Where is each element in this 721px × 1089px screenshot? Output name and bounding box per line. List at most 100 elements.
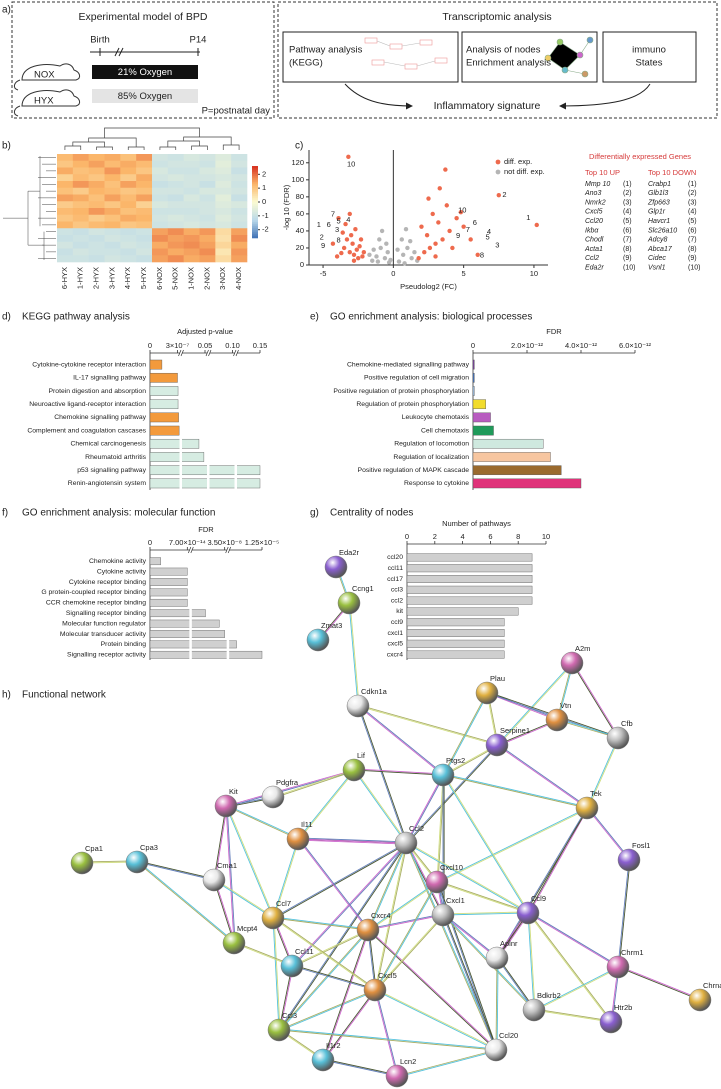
- network-edge: [225, 769, 355, 807]
- network-edge: [486, 692, 558, 721]
- bar: [149, 619, 220, 628]
- bar: [472, 386, 475, 396]
- colorbar-step: [252, 182, 258, 185]
- heat-cell: [183, 201, 200, 209]
- heat-cell: [231, 201, 248, 209]
- network-thumbnail: [544, 36, 594, 78]
- network-edge: [586, 737, 619, 809]
- gene-rank: (6): [688, 227, 697, 234]
- point: [358, 237, 364, 242]
- heat-cell: [104, 228, 121, 236]
- colorbar-step: [252, 198, 258, 201]
- network-edge: [406, 841, 529, 913]
- heat-cell: [57, 255, 74, 263]
- network-edge: [357, 705, 444, 776]
- heat-cell: [183, 214, 200, 222]
- heat-cell: [183, 160, 200, 168]
- colorbar-step: [252, 210, 258, 213]
- gene-name: Ccl2: [585, 255, 599, 262]
- network-node: [286, 827, 310, 851]
- node-label: Chrm1: [621, 948, 644, 957]
- gene-rank: (8): [623, 246, 632, 253]
- colorbar-step: [252, 166, 258, 169]
- category-label: Response to cytokine: [404, 480, 469, 487]
- network-edge: [496, 807, 588, 959]
- network-edge: [496, 662, 573, 746]
- colorbar-step: [252, 220, 258, 223]
- y-tick-label: 60: [296, 209, 304, 218]
- heat-cell: [136, 248, 153, 256]
- node-label: Cxcl1: [446, 896, 465, 905]
- x-tick-label: 0: [391, 269, 395, 278]
- colorbar-step: [252, 206, 258, 209]
- gene-name: Ccl20: [585, 218, 603, 225]
- node-label: Lcn2: [400, 1057, 416, 1066]
- axis-break: [234, 349, 237, 490]
- network-edge: [323, 930, 370, 1061]
- point: [408, 238, 413, 244]
- heat-cell: [152, 160, 169, 168]
- bar: [149, 386, 179, 396]
- category-label: ccl9: [391, 619, 403, 626]
- box-text: (KEGG): [289, 58, 323, 69]
- network-edge: [375, 882, 439, 991]
- bar: [472, 438, 544, 449]
- heat-cell: [120, 214, 137, 222]
- network-edge: [136, 861, 215, 881]
- colorbar-step: [252, 178, 258, 181]
- network-node: [516, 901, 540, 925]
- heat-cell: [231, 181, 248, 189]
- axis-title: FDR: [198, 525, 214, 534]
- heat-cell: [231, 154, 248, 162]
- column-label: 5-NOX: [171, 267, 180, 290]
- category-label: Chemical carcinogenesis: [70, 441, 146, 448]
- network-edge: [273, 770, 355, 799]
- network-edge: [528, 911, 619, 967]
- heat-cell: [152, 208, 169, 216]
- heat-cell: [104, 201, 121, 209]
- bar: [149, 557, 161, 566]
- heat-cell: [167, 241, 184, 249]
- heat-cell: [136, 167, 153, 175]
- axis-break-mark: [208, 349, 212, 357]
- heat-cell: [120, 235, 137, 243]
- column-label: 4-HYX: [123, 267, 132, 289]
- colorbar-step: [252, 176, 258, 179]
- network-node: [575, 796, 599, 820]
- network-edge: [226, 805, 236, 943]
- gene-rank: (2): [688, 190, 697, 197]
- heat-cell: [136, 241, 153, 249]
- heat-cell: [183, 208, 200, 216]
- category-label: Rheumatoid arthritis: [85, 454, 146, 461]
- heat-cell: [152, 235, 169, 243]
- network-edge: [527, 912, 535, 1011]
- heat-cell: [136, 160, 153, 168]
- network-edge: [291, 929, 369, 967]
- heat-cell: [136, 174, 153, 182]
- network-edge: [367, 913, 443, 930]
- network-edge: [528, 912, 613, 1022]
- network-edge: [292, 964, 376, 990]
- heat-cell: [215, 241, 232, 249]
- node-label: Serpine1: [500, 726, 530, 735]
- gene-name: Abca17: [647, 246, 673, 253]
- heat-cell: [104, 187, 121, 195]
- x-tick-label: 0: [148, 538, 152, 547]
- heat-cell: [72, 208, 89, 216]
- heat-cell: [88, 208, 105, 216]
- node-label: Chrna7: [703, 981, 721, 990]
- heat-cell: [72, 174, 89, 182]
- category-label: Cell chemotaxis: [421, 427, 470, 434]
- heat-cell: [231, 221, 248, 229]
- gene-name: Adcy8: [647, 237, 668, 244]
- network-node: [346, 694, 370, 718]
- gene-rank: (1): [623, 181, 632, 188]
- panel-title: Experimental model of BPD: [79, 11, 208, 23]
- network-edge: [297, 839, 406, 845]
- network-edge: [273, 916, 369, 930]
- gene-rank: (3): [623, 199, 632, 206]
- network-edge: [374, 989, 398, 1077]
- dendrogram-branch: [64, 145, 82, 150]
- heat-cell: [183, 194, 200, 202]
